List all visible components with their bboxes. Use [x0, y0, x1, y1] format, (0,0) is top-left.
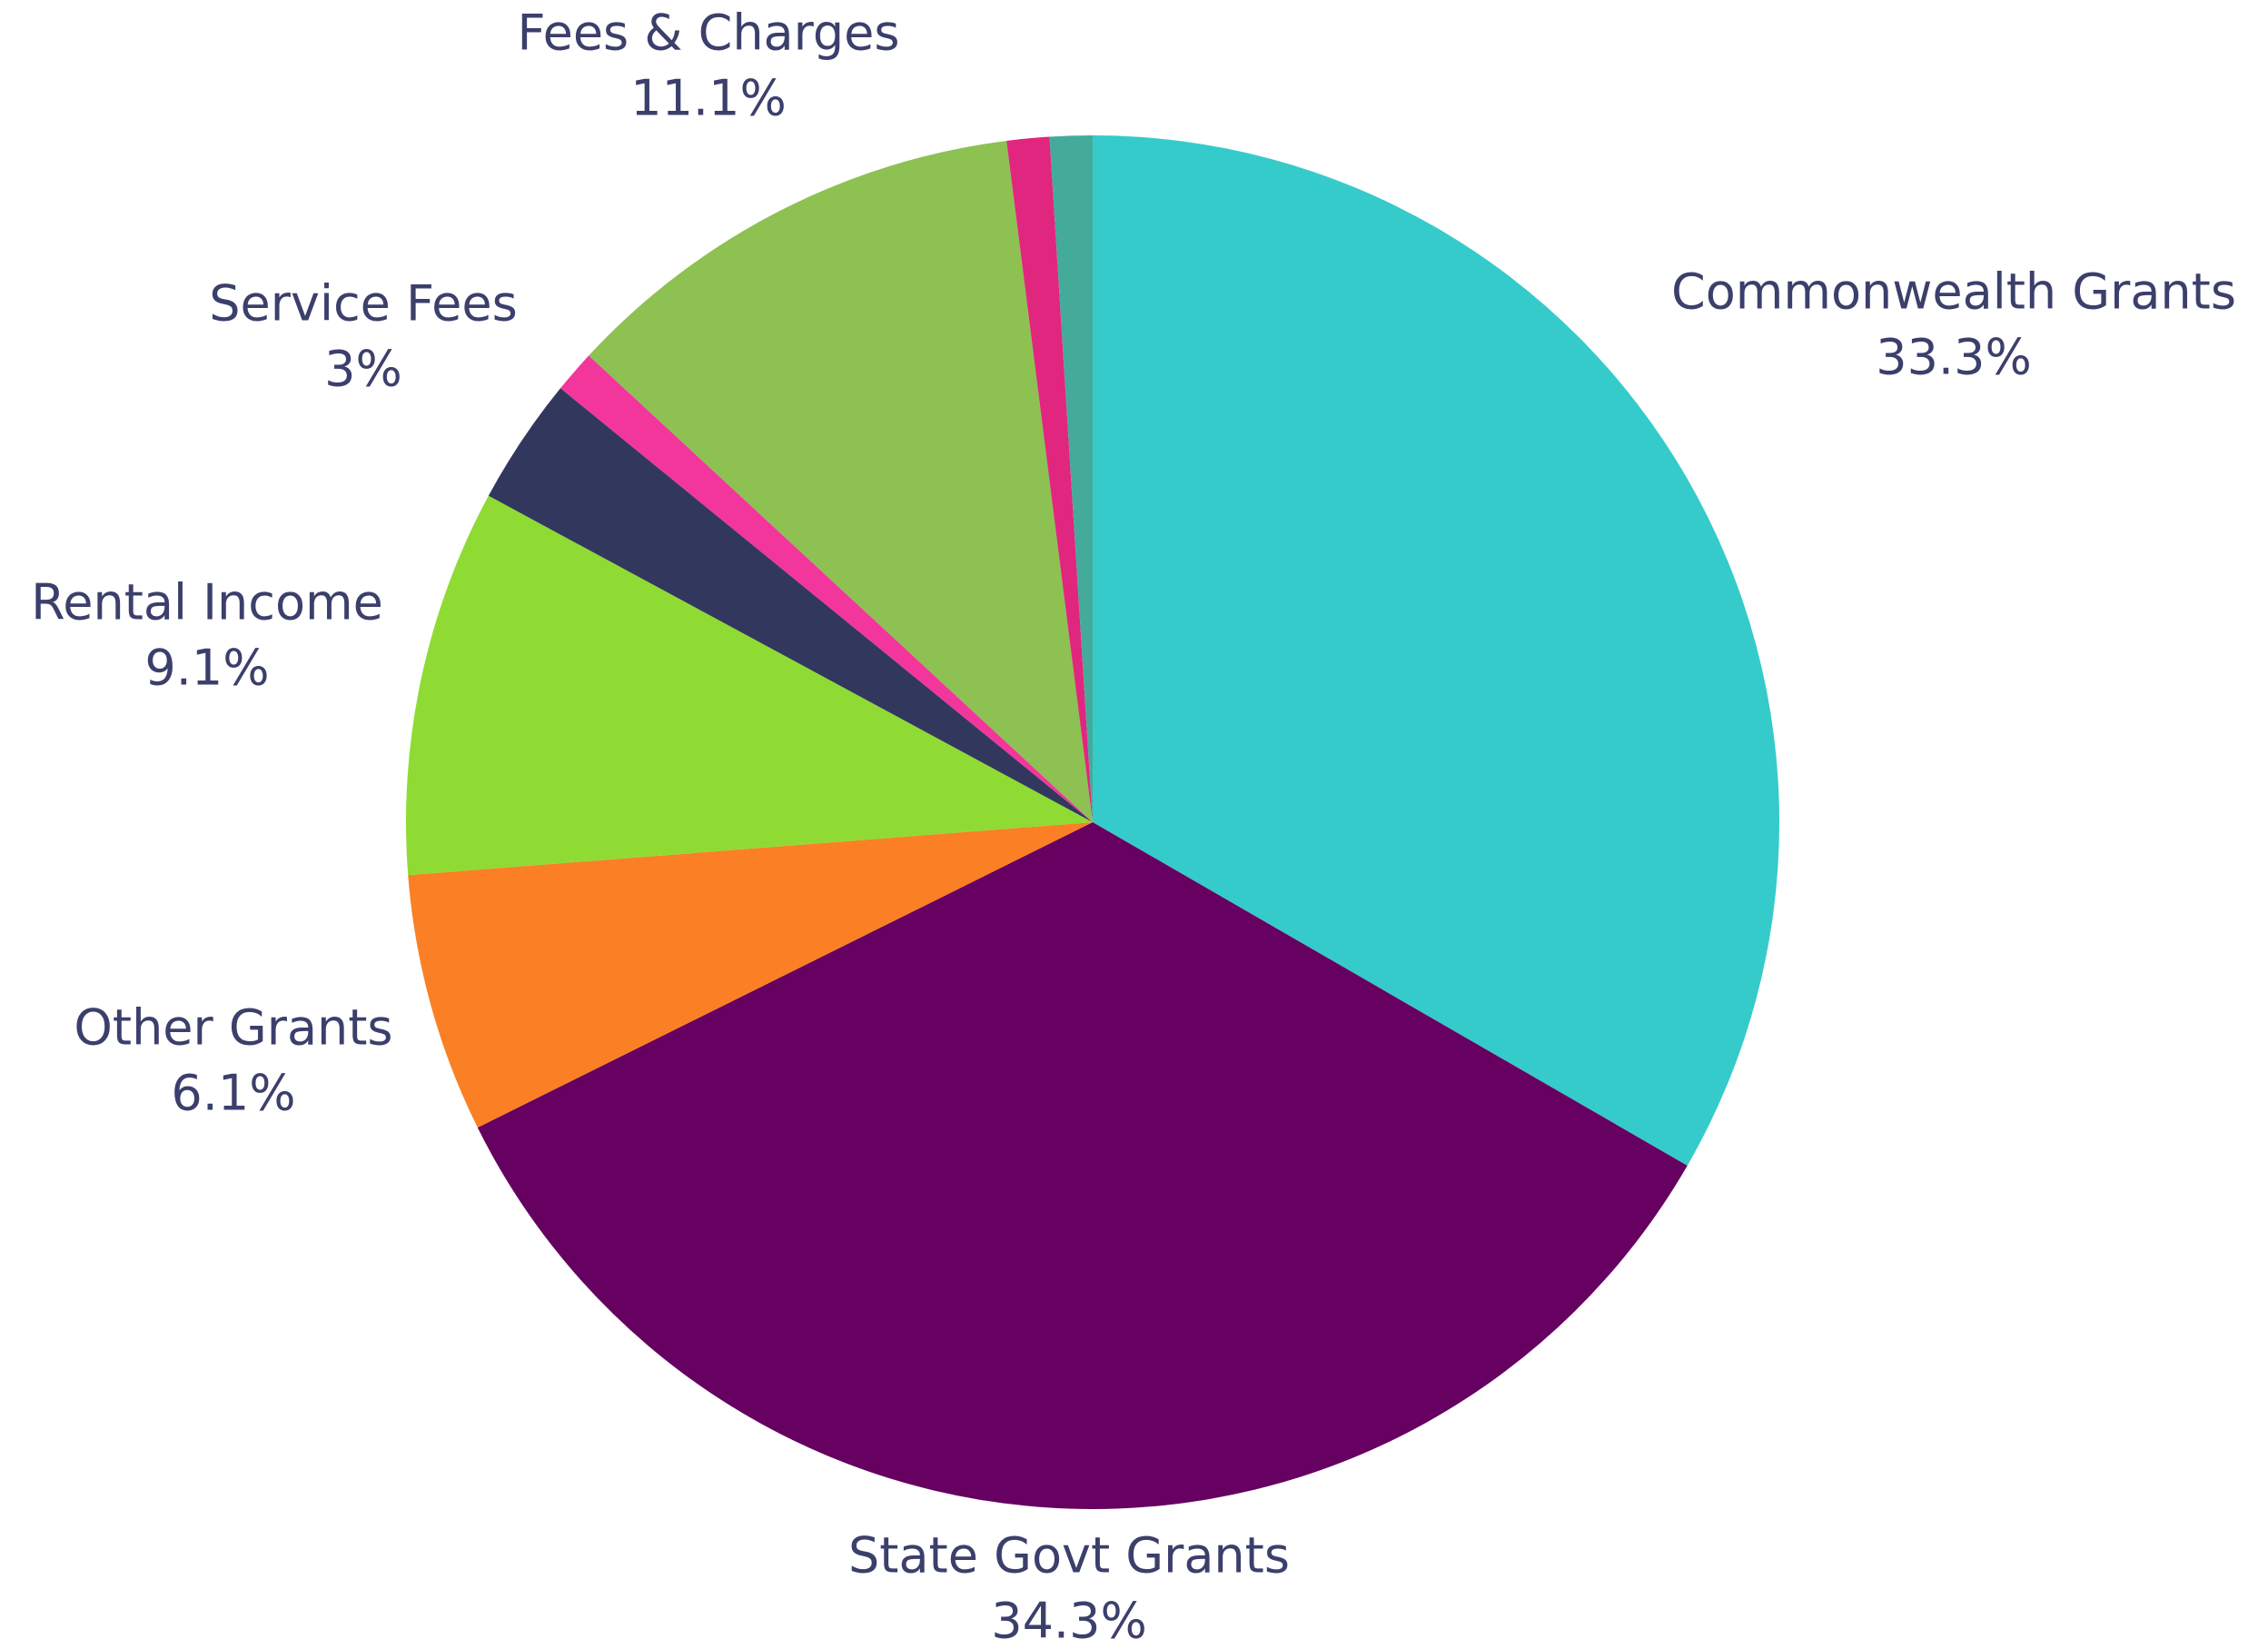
pie-slice: [1006, 136, 1093, 823]
slice-value-label: 34.3%: [991, 1593, 1147, 1639]
slice-value-label: 3%: [324, 341, 402, 398]
slice-label: Other Grants: [74, 999, 392, 1057]
slice-value-label: 6.1%: [171, 1065, 295, 1122]
pie-slice: [477, 822, 1688, 1509]
pie-slice: [589, 140, 1093, 822]
pie-slice: [1093, 135, 1779, 1166]
slice-value-label: 9.1%: [144, 640, 269, 697]
slice-label: Commonwealth Grants: [1671, 263, 2236, 321]
slice-value-label: 33.3%: [1876, 329, 2032, 386]
pie-slice: [408, 822, 1093, 1128]
pie-slice: [488, 388, 1093, 822]
pie-slice: [1049, 135, 1093, 822]
slice-label: Rental Income: [31, 574, 383, 631]
slice-value-label: 11.1%: [630, 70, 787, 127]
pie-slice: [406, 495, 1094, 876]
slice-label: Service Fees: [209, 275, 517, 333]
slice-label: State Govt Grants: [848, 1527, 1290, 1584]
slice-label: Fees & Charges: [517, 5, 899, 62]
pie-slice: [560, 355, 1093, 823]
